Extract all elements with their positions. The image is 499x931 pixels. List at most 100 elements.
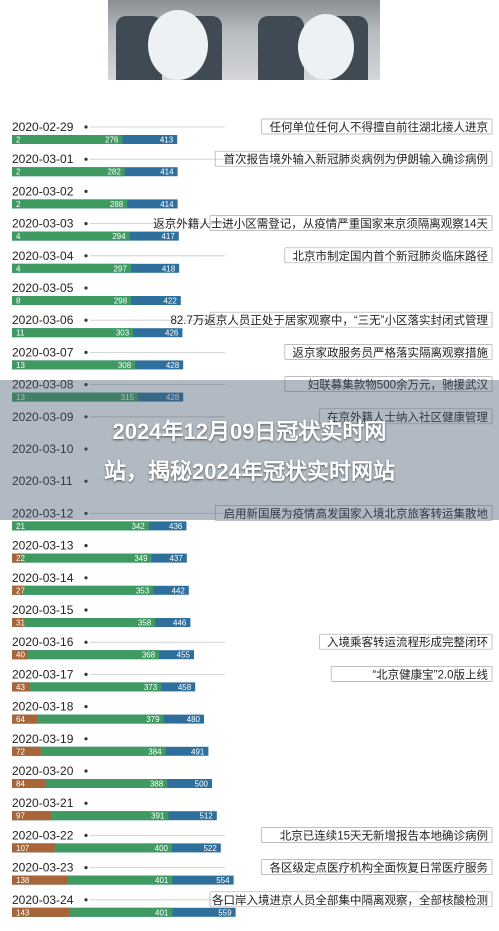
date-label: 2020-03-19 <box>12 732 74 746</box>
bar-value-imported: 43 <box>16 683 25 692</box>
event-box <box>209 311 493 328</box>
event-box <box>284 247 493 264</box>
bar-value-recovered: 298 <box>114 297 128 306</box>
bar-value-recovered: 282 <box>107 168 121 177</box>
bar-value-recovered: 288 <box>110 200 124 209</box>
date-dot <box>84 672 88 677</box>
date-dot <box>84 544 88 548</box>
date-dot <box>84 286 88 290</box>
bar-imported <box>12 231 15 241</box>
date-dot <box>84 737 88 741</box>
bar-value-imported: 40 <box>16 651 25 660</box>
bar-recovered <box>12 135 123 144</box>
date-dot <box>84 640 88 644</box>
date-dot <box>84 479 88 483</box>
bar-value-total: 437 <box>169 554 183 563</box>
bar-value-total: 422 <box>163 297 177 306</box>
bar-value-total: 480 <box>187 715 201 724</box>
event-box <box>209 891 493 908</box>
bar-value-imported: 13 <box>16 393 25 402</box>
date-label: 2020-03-10 <box>12 442 74 456</box>
event-label: 在京外籍人士纳入社区健康管理 <box>327 410 488 424</box>
bar-value-total: 428 <box>166 393 180 402</box>
bar-value-total: 455 <box>177 651 191 660</box>
bar-recovered <box>12 585 154 595</box>
bar-recovered <box>12 746 166 756</box>
bar-imported <box>12 328 17 338</box>
bar-imported <box>12 199 15 209</box>
event-box <box>319 408 493 425</box>
bar-imported <box>12 135 15 144</box>
bar-imported <box>12 263 15 273</box>
bar-value-recovered: 349 <box>134 554 148 563</box>
bar-value-imported: 21 <box>16 522 25 531</box>
bar-value-total: 442 <box>171 586 185 595</box>
bar-value-recovered: 358 <box>138 619 152 628</box>
date-dot <box>84 383 88 387</box>
event-box <box>214 150 493 167</box>
date-label: 2020-03-02 <box>12 184 74 198</box>
bar-value-imported: 2 <box>16 168 21 177</box>
title-overlay: 2024年12月09日冠状实时网 站，揭秘2024年冠状实时网站 <box>0 380 499 520</box>
bar-value-imported: 4 <box>16 264 21 273</box>
bar-imported <box>12 521 21 531</box>
event-box <box>330 666 493 682</box>
date-label: 2020-03-16 <box>12 635 74 649</box>
bar-value-imported: 8 <box>16 297 21 306</box>
bar-value-imported: 143 <box>16 908 30 917</box>
bar-value-total: 426 <box>165 329 179 338</box>
bar-value-recovered: 353 <box>136 586 150 595</box>
event-box <box>261 827 493 843</box>
date-label: 2020-03-08 <box>12 378 74 392</box>
bar-value-imported: 97 <box>16 812 25 821</box>
person-shape <box>148 10 208 80</box>
bar-recovered <box>12 392 138 402</box>
date-dot <box>84 318 88 322</box>
bar-imported <box>12 585 23 595</box>
bar-imported <box>12 811 51 821</box>
bar-value-recovered: 294 <box>112 232 126 241</box>
header-photo <box>108 0 380 80</box>
event-label: “北京健康宝”2.0版上线 <box>372 667 488 681</box>
bar-value-imported: 107 <box>16 844 30 853</box>
bar-value-imported: 4 <box>16 232 21 241</box>
date-label: 2020-03-21 <box>12 796 74 810</box>
date-label: 2020-03-22 <box>12 828 74 842</box>
bar-imported <box>12 650 28 660</box>
bar-recovered <box>12 231 130 241</box>
date-dot <box>84 415 88 419</box>
bar-value-recovered: 384 <box>148 747 162 756</box>
date-dot <box>84 866 88 870</box>
event-label: 返京外籍人士进小区需登记，从疫情严重国家来京须隔离观察14天 <box>153 217 488 231</box>
date-dot <box>84 608 88 612</box>
bar-value-recovered: 401 <box>155 876 169 885</box>
bar-value-recovered: 315 <box>121 393 135 402</box>
bar-imported <box>12 553 21 563</box>
bar-imported <box>12 714 38 724</box>
date-label: 2020-03-09 <box>12 410 74 424</box>
bar-recovered <box>12 553 152 563</box>
bar-recovered <box>12 650 160 660</box>
bar-value-recovered: 391 <box>151 812 165 821</box>
event-label: 妇联募集款物500余万元，驰援武汉 <box>308 378 489 392</box>
date-dot <box>84 705 88 709</box>
event-label: 启用新国展为疫情高发国家入境北京旅客转运集散地 <box>224 506 489 520</box>
date-dot <box>84 350 88 354</box>
bar-value-total: 414 <box>160 168 174 177</box>
event-label: 入境乘客转运流程形成完整闭环 <box>327 635 488 649</box>
bar-value-total: 414 <box>160 200 174 209</box>
bar-recovered <box>12 714 164 724</box>
bar-value-total: 428 <box>166 361 180 370</box>
bar-value-total: 512 <box>199 812 213 821</box>
date-label: 2020-03-24 <box>12 893 74 907</box>
bar-value-total: 500 <box>195 780 209 789</box>
event-box <box>284 344 493 360</box>
bar-recovered <box>12 875 173 885</box>
date-dot <box>84 222 88 226</box>
bar-value-total: 436 <box>169 522 183 531</box>
bar-value-recovered: 388 <box>150 780 164 789</box>
date-label: 2020-03-03 <box>12 217 74 231</box>
date-label: 2020-03-05 <box>12 281 74 295</box>
person-shape <box>298 14 354 80</box>
date-dot <box>84 769 88 773</box>
